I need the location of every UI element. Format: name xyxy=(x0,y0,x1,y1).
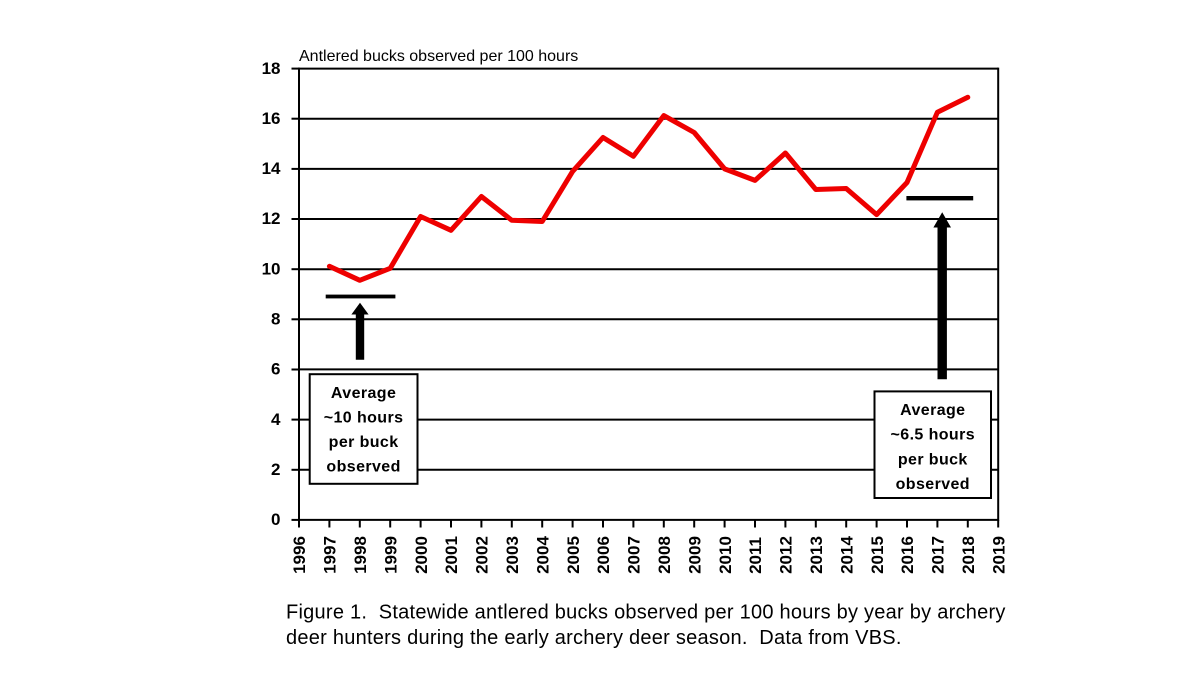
svg-text:observed: observed xyxy=(326,459,400,476)
svg-text:1998: 1998 xyxy=(351,536,370,574)
svg-text:Figure 1. Statewide antlered: Figure 1. Statewide antlered bucks obser… xyxy=(286,602,1006,624)
svg-text:2013: 2013 xyxy=(807,536,826,574)
svg-text:0: 0 xyxy=(271,510,280,529)
svg-text:~10 hours: ~10 hours xyxy=(324,409,404,426)
svg-text:~6.5 hours: ~6.5 hours xyxy=(891,427,975,444)
svg-text:observed: observed xyxy=(896,476,970,493)
svg-text:8: 8 xyxy=(271,310,280,329)
svg-text:Antlered bucks observed per 10: Antlered bucks observed per 100 hours xyxy=(299,48,578,65)
svg-text:deer hunters during the early: deer hunters during the early archery de… xyxy=(286,627,902,649)
svg-text:2001: 2001 xyxy=(442,536,461,574)
svg-text:12: 12 xyxy=(262,209,281,228)
svg-text:14: 14 xyxy=(262,159,281,178)
svg-text:per buck: per buck xyxy=(898,451,968,468)
svg-text:2005: 2005 xyxy=(564,536,583,574)
svg-text:Average: Average xyxy=(331,385,396,402)
svg-text:2017: 2017 xyxy=(929,536,948,574)
svg-text:6: 6 xyxy=(271,360,280,379)
svg-text:2012: 2012 xyxy=(777,536,796,574)
svg-text:2002: 2002 xyxy=(473,536,492,574)
svg-text:2015: 2015 xyxy=(868,536,887,574)
svg-text:2008: 2008 xyxy=(655,536,674,574)
svg-text:4: 4 xyxy=(271,410,281,429)
svg-text:2004: 2004 xyxy=(533,536,552,574)
svg-text:2000: 2000 xyxy=(412,536,431,574)
svg-text:2011: 2011 xyxy=(746,537,765,574)
svg-text:10: 10 xyxy=(262,259,281,278)
svg-text:1997: 1997 xyxy=(321,536,340,574)
svg-text:2009: 2009 xyxy=(685,536,704,574)
svg-text:Average: Average xyxy=(900,402,965,419)
svg-text:1999: 1999 xyxy=(381,536,400,574)
svg-text:2006: 2006 xyxy=(594,536,613,574)
svg-text:18: 18 xyxy=(262,59,281,78)
svg-text:2003: 2003 xyxy=(503,536,522,574)
svg-text:2019: 2019 xyxy=(989,536,1008,574)
svg-text:2018: 2018 xyxy=(959,536,978,574)
svg-text:2014: 2014 xyxy=(837,536,856,574)
svg-text:1996: 1996 xyxy=(290,536,309,574)
svg-text:2007: 2007 xyxy=(625,536,644,574)
svg-text:16: 16 xyxy=(262,109,281,128)
svg-text:2010: 2010 xyxy=(716,536,735,574)
svg-text:per buck: per buck xyxy=(329,434,399,451)
svg-text:2: 2 xyxy=(271,460,280,479)
svg-text:2016: 2016 xyxy=(898,536,917,574)
